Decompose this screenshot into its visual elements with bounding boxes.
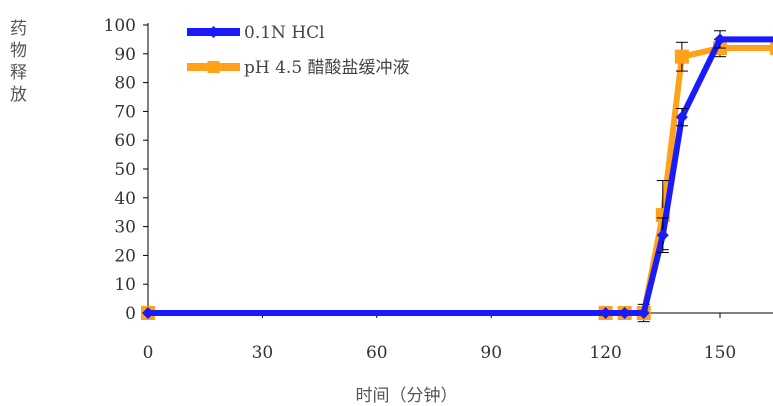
y-tick-label: 20 xyxy=(114,246,136,266)
data-point xyxy=(618,307,631,319)
legend-entry: pH 4.5 醋酸盐缓冲液 xyxy=(244,58,410,78)
y-tick-label: 10 xyxy=(114,275,136,295)
y-tick-label: 50 xyxy=(114,160,136,180)
x-tick-label: 30 xyxy=(252,343,274,363)
legend-swatch-marker xyxy=(207,26,220,38)
data-point xyxy=(674,49,689,64)
data-point xyxy=(142,307,154,319)
data-point xyxy=(770,41,773,56)
series-line xyxy=(148,45,773,316)
data-point xyxy=(714,33,726,46)
x-tick-label: 60 xyxy=(366,343,388,363)
y-axis-label: 药物释放 xyxy=(10,19,27,105)
y-tick-label: 80 xyxy=(114,74,136,94)
x-axis-label: 时间（分钟） xyxy=(355,386,458,406)
legend-swatch-marker xyxy=(207,61,220,73)
y-tick-label: 100 xyxy=(104,16,136,36)
data-point xyxy=(599,307,612,319)
data-point xyxy=(637,307,650,319)
data-point xyxy=(675,111,688,124)
y-tick-label: 30 xyxy=(114,218,136,238)
legend-entry: 0.1N HCl xyxy=(244,23,325,43)
y-tick-label: 40 xyxy=(114,189,136,209)
y-tick-label: 90 xyxy=(114,45,136,65)
y-tick-label: 70 xyxy=(114,102,136,122)
data-point xyxy=(656,229,669,242)
x-tick-label: 120 xyxy=(589,343,621,363)
y-tick-label: 60 xyxy=(114,131,136,151)
x-tick-label: 90 xyxy=(480,343,502,363)
x-tick-label: 0 xyxy=(143,343,154,363)
y-tick-label: 0 xyxy=(125,304,136,324)
x-tick-label: 150 xyxy=(704,343,736,363)
